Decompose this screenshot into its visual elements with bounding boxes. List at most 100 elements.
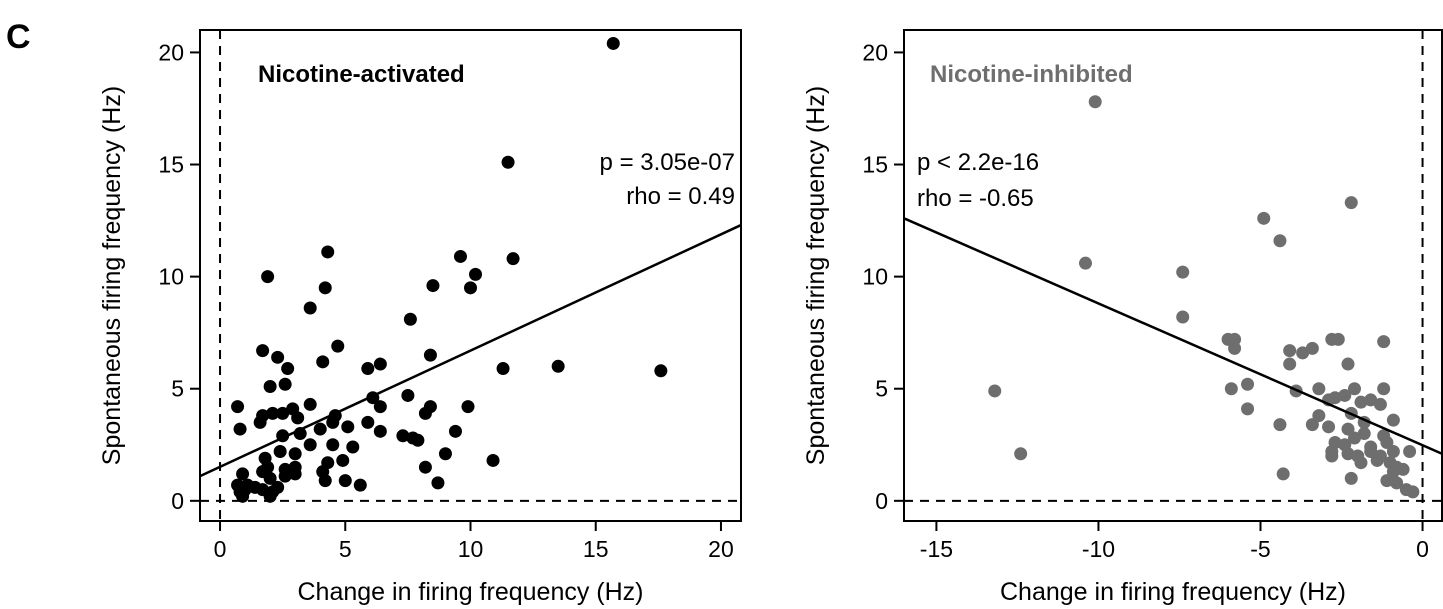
chart-0-p-value-label: p = 3.05e-07 [600, 149, 735, 176]
chart-0-data-point [318, 281, 332, 295]
chart-1-data-point [1224, 382, 1238, 396]
chart-1-data-point [1331, 332, 1345, 346]
chart-0-x-tick-label: 20 [708, 536, 734, 562]
chart-0-data-point [316, 355, 330, 369]
chart-1-y-tick-label: 0 [875, 488, 888, 514]
chart-1-y-tick-label: 15 [862, 152, 888, 178]
chart-1-data-point [1386, 413, 1400, 427]
chart-0-data-point [231, 400, 245, 414]
chart-0-data-point [453, 249, 467, 263]
chart-0-data-point [403, 312, 417, 326]
chart-1-data-point [1273, 418, 1287, 432]
chart-0-data-point [496, 362, 510, 376]
chart-0-data-point [486, 453, 500, 467]
chart-0-data-point [263, 471, 277, 485]
chart-0-data-point [469, 267, 483, 281]
chart-0-data-point [233, 422, 247, 436]
chart-0-rho-label: rho = 0.49 [626, 183, 735, 210]
chart-0-data-point [396, 429, 410, 443]
chart-1-data-point [1305, 341, 1319, 355]
chart-1-data-point [1325, 449, 1339, 463]
chart-0-data-point [361, 415, 375, 429]
chart-0-chart-title: Nicotine-activated [258, 61, 465, 88]
chart-0-data-point [253, 415, 267, 429]
chart-0-data-point [278, 377, 292, 391]
chart-1-data-point [1396, 462, 1410, 476]
chart-1-data-point [1322, 420, 1336, 434]
chart-0-data-point [373, 424, 387, 438]
chart-0-data-point [326, 438, 340, 452]
chart-0-data-point [281, 362, 295, 376]
chart-0-y-tick-label: 15 [158, 152, 184, 178]
chart-1-data-point [1176, 265, 1190, 279]
chart-0-data-point [338, 474, 352, 488]
chart-1-p-value-label: p < 2.2e-16 [917, 149, 1039, 176]
chart-0-data-point [426, 279, 440, 293]
chart-1-data-point [988, 384, 1002, 398]
chart-0-data-point [303, 438, 317, 452]
chart-0-data-point [353, 478, 367, 492]
chart-1-data-point [1344, 471, 1358, 485]
chart-0-data-point [278, 469, 292, 483]
chart-0-y-tick-label: 5 [171, 376, 184, 402]
chart-0-data-point [336, 453, 350, 467]
chart-0-data-point [271, 350, 285, 364]
chart-1-data-point [1228, 341, 1242, 355]
chart-1-y-tick-label: 20 [862, 39, 888, 65]
chart-0-y-tick-label: 10 [158, 264, 184, 290]
chart-0-data-point [373, 357, 387, 371]
chart-0-data-point [654, 364, 668, 378]
chart-0-data-point [321, 245, 335, 259]
chart-1-data-point [1377, 335, 1391, 349]
chart-1-data-point [1364, 444, 1378, 458]
chart-1-data-point [1390, 476, 1404, 490]
chart-0-data-point [506, 252, 520, 266]
chart-0-data-point [313, 422, 327, 436]
chart-1-data-point [1386, 465, 1400, 479]
chart-1-data-point [1088, 95, 1102, 109]
chart-1-data-point [1273, 234, 1287, 248]
chart-nicotine-activated: 0 5 10 15 20 0 5 10 15 20 Change in firing frequen… [98, 29, 742, 606]
chart-0-data-point [266, 406, 280, 420]
chart-1-data-point [1283, 344, 1297, 358]
chart-1-data-point [1373, 397, 1387, 411]
chart-0-data-point [606, 36, 620, 50]
chart-1-data-point [1078, 256, 1092, 270]
chart-0-data-point [291, 411, 305, 425]
chart-0-data-point [256, 344, 270, 358]
chart-0-data-point [263, 379, 277, 393]
chart-1-chart-title: Nicotine-inhibited [930, 61, 1133, 88]
chart-0-data-point [361, 362, 375, 376]
chart-0-data-point [411, 433, 425, 447]
chart-1-data-point [1241, 402, 1255, 416]
chart-0-data-point [303, 397, 317, 411]
chart-0-regression-line [199, 223, 742, 478]
chart-0-data-point [288, 447, 302, 461]
chart-0-y-axis-label: Spontaneous firing frequency (Hz) [98, 86, 126, 465]
chart-0-data-point [331, 339, 345, 353]
chart-0-data-point [464, 281, 477, 295]
chart-1-data-point [1312, 382, 1326, 396]
chart-0-data-point [341, 420, 355, 434]
chart-0-data-point [423, 348, 437, 362]
chart-1-data-point [1354, 456, 1368, 470]
panel-label: C [6, 18, 31, 56]
chart-0-data-point [326, 415, 340, 429]
chart-1-data-point [1228, 332, 1242, 346]
chart-1-data-point [1312, 409, 1326, 423]
chart-1-data-point [1014, 447, 1028, 461]
chart-0-data-point [418, 406, 432, 420]
chart-0-data-point [318, 474, 332, 488]
chart-1-data-point [1276, 467, 1290, 481]
chart-0-x-tick-label: 15 [583, 536, 609, 562]
chart-1-data-point [1283, 357, 1297, 371]
chart-0-x-tick-label: 5 [339, 536, 352, 562]
chart-0-data-point [346, 440, 360, 454]
chart-0-data-point [448, 424, 462, 438]
chart-1-data-point [1386, 444, 1400, 458]
chart-0-data-point [461, 400, 475, 414]
chart-1-y-tick-label: 5 [875, 376, 888, 402]
chart-1-plot-frame [903, 29, 1443, 522]
chart-0-data-point [273, 444, 287, 458]
